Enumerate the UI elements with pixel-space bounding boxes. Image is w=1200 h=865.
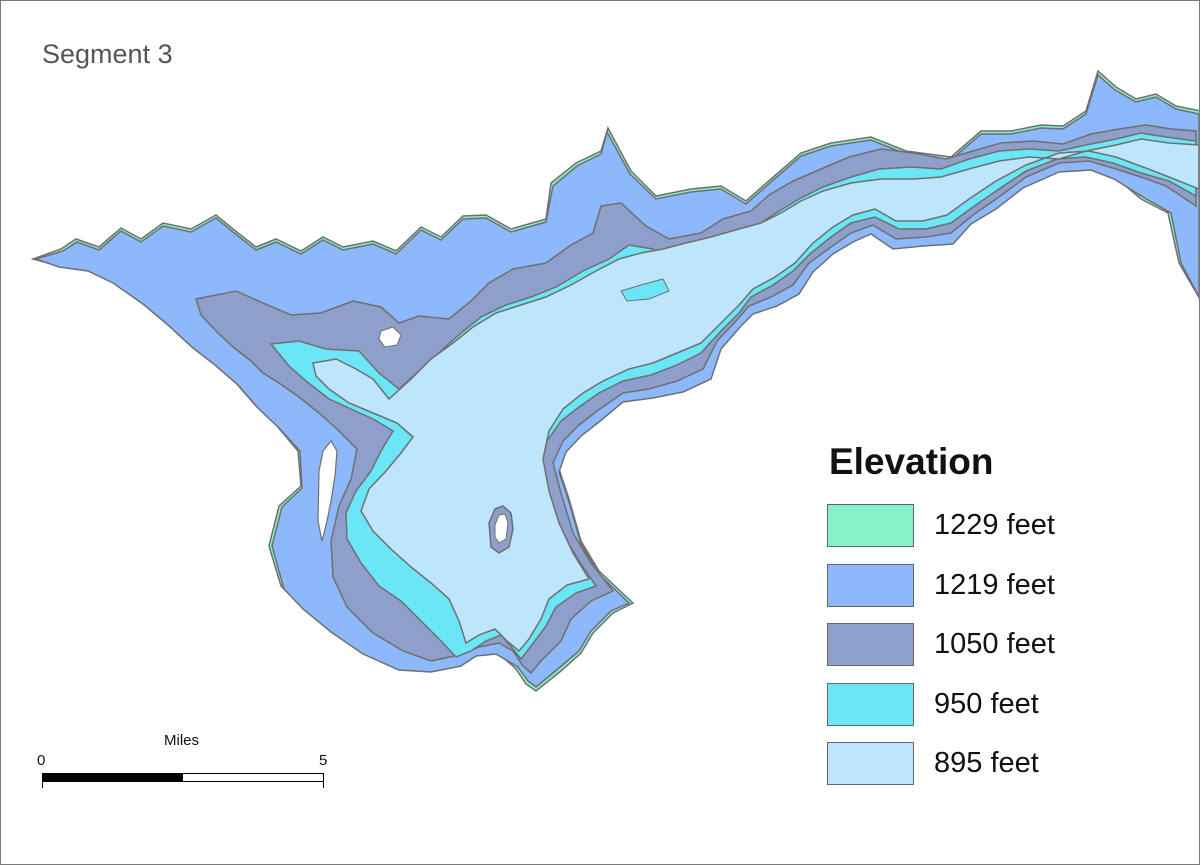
scale-tick-label: 5 <box>319 752 328 769</box>
legend-label: 1050 feet <box>934 628 1055 661</box>
legend-item: 1219 feet <box>827 556 1157 616</box>
island <box>378 326 402 348</box>
legend-label: 950 feet <box>934 687 1039 720</box>
legend-swatch <box>827 563 914 607</box>
scale-bar-track <box>42 773 324 782</box>
legend-swatch <box>827 742 914 786</box>
island <box>317 439 338 542</box>
contour-895-ft <box>312 138 1199 653</box>
scale-bar: Miles 0 5 <box>37 729 337 793</box>
island <box>494 513 509 544</box>
legend-item: 1050 feet <box>827 615 1157 675</box>
legend-title: Elevation <box>829 441 994 482</box>
legend-label: 895 feet <box>934 747 1039 780</box>
scale-unit-label: Miles <box>164 732 200 749</box>
scale-tick-mark <box>42 773 43 788</box>
legend-item: 1229 feet <box>827 496 1157 556</box>
legend-label: 1219 feet <box>934 568 1055 601</box>
scale-bar-fill <box>43 774 183 781</box>
map-title: Segment 3 <box>42 39 173 69</box>
legend-swatch <box>827 504 914 548</box>
legend: Elevation 1229 feet 1219 feet 1050 feet … <box>827 441 1157 794</box>
legend-item: 895 feet <box>827 734 1157 794</box>
island <box>620 278 670 302</box>
scale-tick-mark <box>323 773 324 788</box>
legend-label: 1229 feet <box>934 509 1055 542</box>
legend-item: 950 feet <box>827 675 1157 735</box>
legend-swatch <box>827 682 914 726</box>
scale-tick-label: 0 <box>37 752 46 769</box>
legend-swatch <box>827 623 914 667</box>
